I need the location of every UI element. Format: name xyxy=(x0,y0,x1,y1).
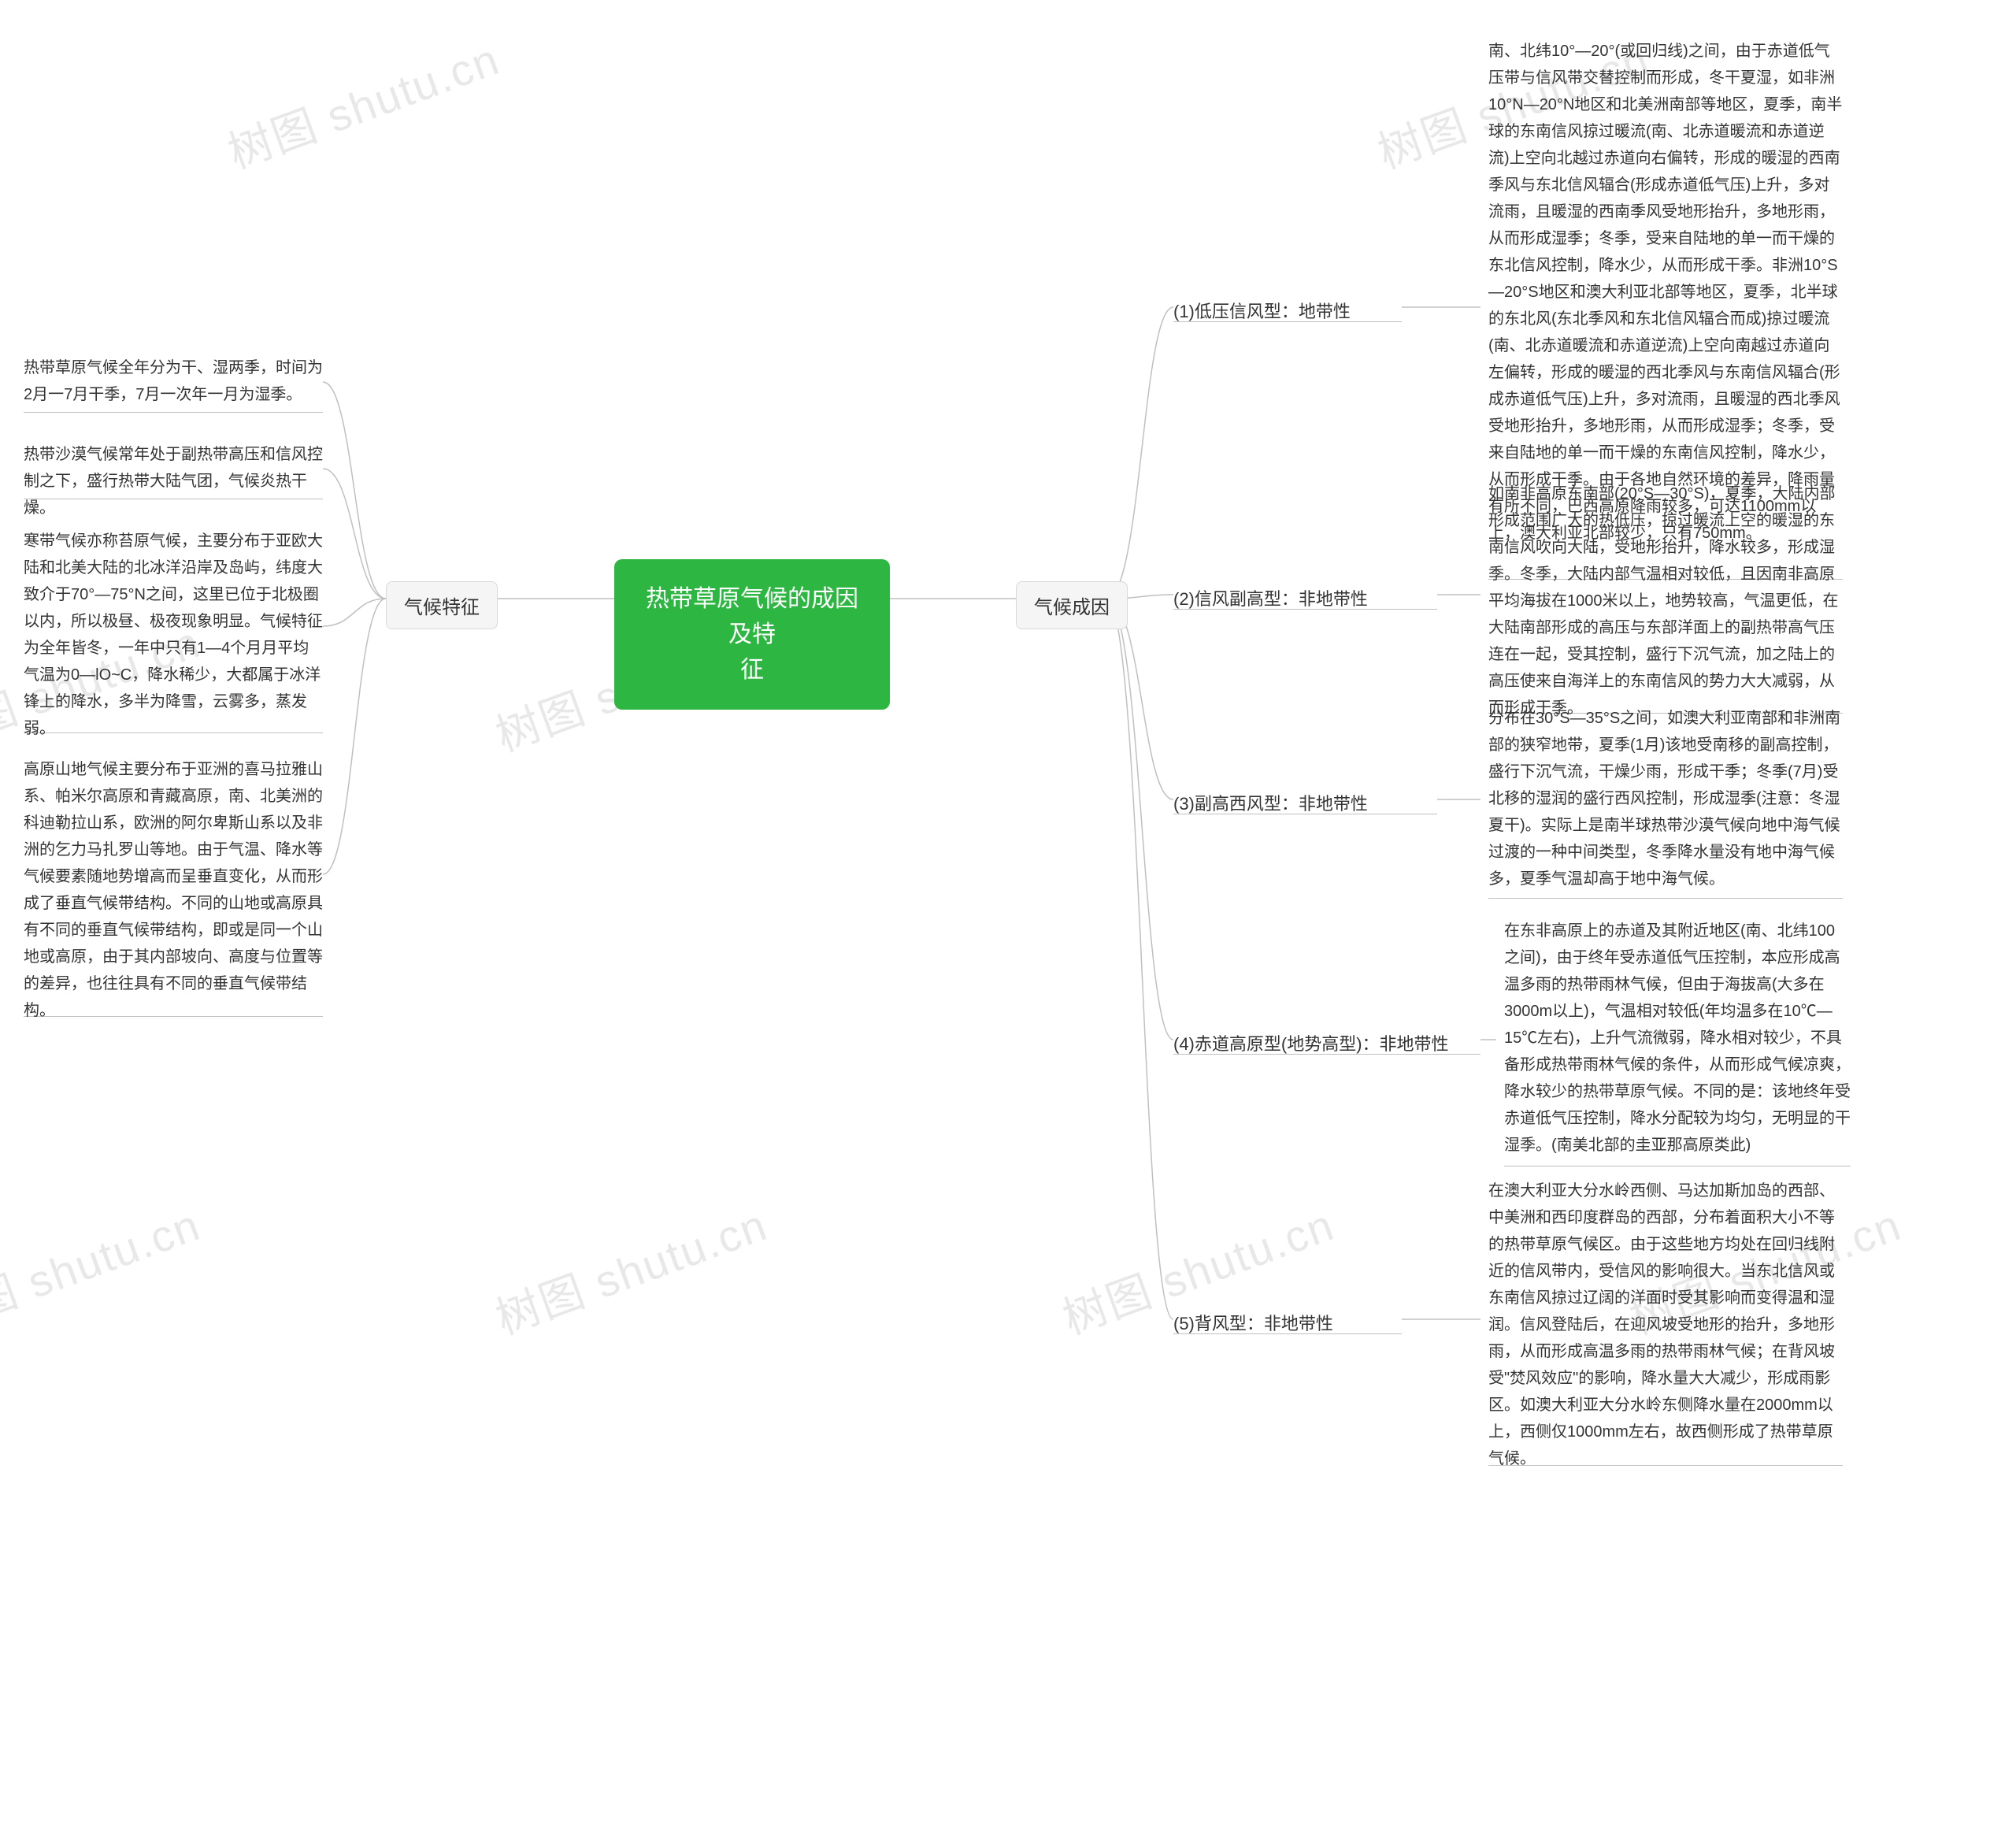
root-node[interactable]: 热带草原气候的成因及特 征 xyxy=(614,559,890,710)
right-leaf-1-body: 南、北纬10°—20°(或回归线)之间，由于赤道低气压带与信风带交替控制而形成，… xyxy=(1488,38,1843,547)
right-leaf-1-title: (1)低压信风型：地带性 xyxy=(1173,298,1351,323)
left-leaf-4: 高原山地气候主要分布于亚洲的喜马拉雅山系、帕米尔高原和青藏高原，南、北美洲的科迪… xyxy=(24,756,323,1024)
leaf-underline xyxy=(24,412,323,413)
root-title-line1: 热带草原气候的成因及特 xyxy=(643,581,862,652)
leaf-underline xyxy=(1488,898,1843,899)
left-leaf-2: 热带沙漠气候常年处于副热带高压和信风控制之下，盛行热带大陆气团，气候炎热干燥。 xyxy=(24,441,323,521)
root-title-line2: 征 xyxy=(643,652,862,688)
right-leaf-5-body: 在澳大利亚大分水岭西侧、马达加斯加岛的西部、中美洲和西印度群岛的西部，分布着面积… xyxy=(1488,1178,1843,1472)
right-leaf-2-body: 如南非高原东南部(20°S—30°S)，夏季，大陆内部形成范围广大的热低压，掠过… xyxy=(1488,480,1843,721)
right-leaf-3-body: 分布在30°S—35°S之间，如澳大利亚南部和非洲南部的狭窄地带，夏季(1月)该… xyxy=(1488,705,1843,892)
left-leaf-1: 热带草原气候全年分为干、湿两季，时间为2月一7月干季，7月一次年一月为湿季。 xyxy=(24,354,323,408)
left-leaf-3: 寒带气候亦称苔原气候，主要分布于亚欧大陆和北美大陆的北冰洋沿岸及岛屿，纬度大致介… xyxy=(24,528,323,742)
right-leaf-5-title: (5)背风型：非地带性 xyxy=(1173,1310,1333,1335)
branch-left[interactable]: 气候特征 xyxy=(386,581,498,629)
right-leaf-4-title: (4)赤道高原型(地势高型)：非地带性 xyxy=(1173,1030,1449,1055)
right-leaf-4-body: 在东非高原上的赤道及其附近地区(南、北纬100之间)，由于终年受赤道低气压控制，… xyxy=(1504,918,1851,1159)
right-leaf-2-title: (2)信风副高型：非地带性 xyxy=(1173,585,1368,610)
right-leaf-3-title: (3)副高西风型：非地带性 xyxy=(1173,790,1368,815)
branch-right[interactable]: 气候成因 xyxy=(1016,581,1128,629)
